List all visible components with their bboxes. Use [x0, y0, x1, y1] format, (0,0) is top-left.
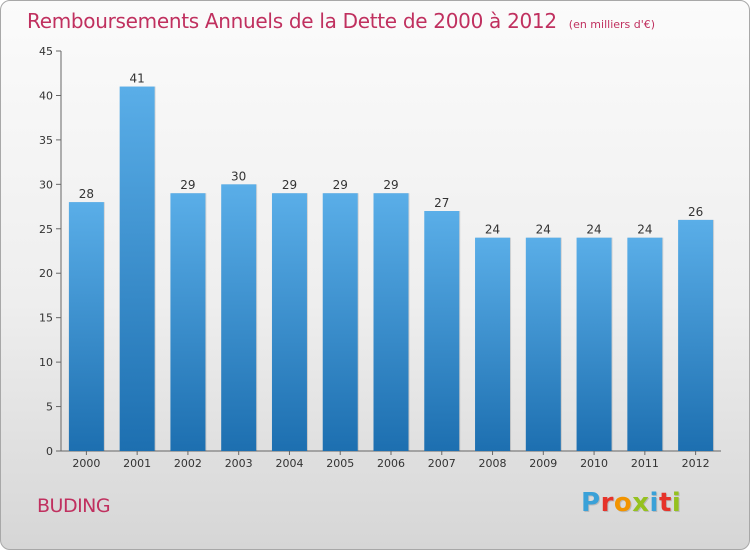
y-tick-label: 30 — [39, 178, 53, 191]
bar — [68, 202, 104, 451]
logo-letter: i — [671, 488, 682, 518]
x-axis: 2000 2001 2002 2003 2004 2005 2006 2007 2008 2009… — [61, 450, 721, 470]
bar-value-label: 24 — [485, 223, 500, 237]
bar — [475, 237, 511, 451]
proxiti-logo[interactable]: Proxiti — [581, 488, 681, 518]
logo-letter: o — [613, 488, 633, 518]
bar-value-label: 29 — [282, 178, 297, 192]
x-tick-label: 2005 — [326, 457, 354, 470]
bar — [221, 184, 257, 452]
y-tick-label: 15 — [39, 312, 53, 325]
unit-note: (en milliers d'€) — [568, 18, 656, 31]
bar — [678, 219, 714, 451]
bar-value-label: 24 — [536, 223, 551, 237]
y-tick-label: 5 — [46, 401, 53, 414]
bar — [373, 193, 409, 451]
x-tick-label: 2009 — [529, 457, 557, 470]
bar-value-label: 24 — [586, 223, 601, 237]
bar-value-label: 28 — [79, 187, 94, 201]
bar — [627, 237, 663, 451]
logo-letter: r — [600, 488, 614, 518]
x-tick-label: 2008 — [479, 457, 507, 470]
x-tick-label: 2002 — [174, 457, 202, 470]
bar — [271, 193, 307, 451]
logo-letter: P — [581, 488, 601, 518]
logo-letter: t — [658, 488, 672, 518]
bar — [424, 211, 460, 451]
y-tick-label: 40 — [39, 89, 53, 102]
y-tick-label: 10 — [39, 356, 53, 369]
y-tick-label: 35 — [39, 134, 53, 147]
x-tick-label: 2003 — [225, 457, 253, 470]
bars: 28 41 29 30 29 29 29 27 24 24 24 24 26 — [68, 72, 715, 452]
x-tick-label: 2001 — [123, 457, 151, 470]
x-tick-label: 2006 — [377, 457, 405, 470]
chart-title: Remboursements Annuels de la Dette de 20… — [27, 9, 655, 33]
bar-value-label: 24 — [637, 223, 652, 237]
logo-letter: x — [632, 488, 650, 518]
commune-name: BUDING — [37, 495, 111, 517]
bar-value-label: 30 — [231, 169, 246, 183]
bar-value-label: 29 — [180, 178, 195, 192]
y-axis: 0 5 10 15 20 25 30 35 40 45 — [39, 45, 62, 458]
bar — [576, 237, 612, 451]
x-tick-label: 2000 — [72, 457, 100, 470]
x-tick-label: 2010 — [580, 457, 608, 470]
bar-value-label: 29 — [333, 178, 348, 192]
y-tick-label: 25 — [39, 223, 53, 236]
bar-value-label: 41 — [130, 72, 145, 86]
y-tick-label: 45 — [39, 45, 53, 58]
bar — [322, 193, 358, 451]
bar — [525, 237, 561, 451]
bar — [119, 86, 155, 452]
y-tick-label: 0 — [46, 445, 53, 458]
x-tick-label: 2012 — [682, 457, 710, 470]
logo-letter: i — [649, 488, 659, 518]
bar — [170, 193, 206, 451]
y-tick-label: 20 — [39, 267, 53, 280]
x-tick-label: 2007 — [428, 457, 456, 470]
x-tick-label: 2011 — [631, 457, 659, 470]
bar-value-label: 26 — [688, 205, 703, 219]
x-tick-label: 2004 — [275, 457, 303, 470]
title-text: Remboursements Annuels de la Dette de 20… — [27, 9, 557, 33]
bar-value-label: 27 — [434, 196, 449, 210]
bar-value-label: 29 — [383, 178, 398, 192]
